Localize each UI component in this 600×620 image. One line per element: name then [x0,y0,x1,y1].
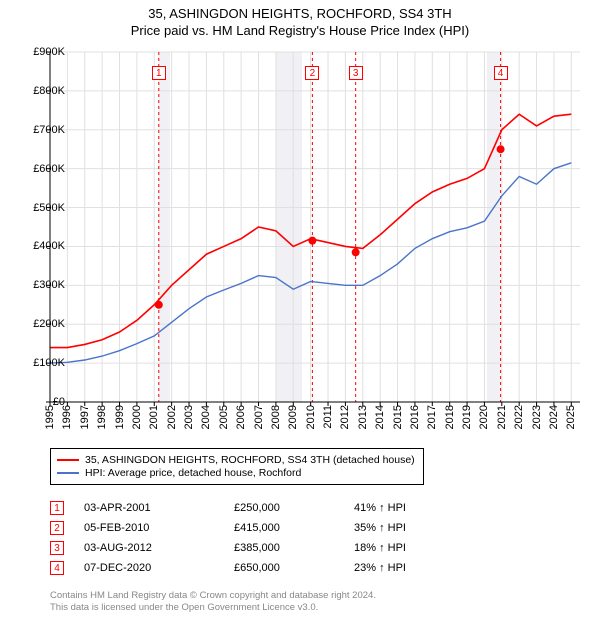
legend-label: 35, ASHINGDON HEIGHTS, ROCHFORD, SS4 3TH… [85,454,415,466]
transaction-marker: 2 [50,521,64,535]
x-axis-label: 1995 [44,405,56,429]
transaction-diff: 35% ↑ HPI [354,522,474,534]
transaction-marker: 3 [50,541,64,555]
x-axis-label: 2013 [357,405,369,429]
x-axis-label: 2007 [253,405,265,429]
x-axis-label: 2010 [305,405,317,429]
x-axis-label: 2002 [166,405,178,429]
x-axis-label: 1998 [96,405,108,429]
x-axis-label: 2016 [409,405,421,429]
transaction-marker: 4 [50,561,64,575]
x-axis-label: 2021 [496,405,508,429]
y-axis-label: £800K [15,85,65,97]
x-axis-label: 2017 [426,405,438,429]
legend-item: HPI: Average price, detached house, Roch… [57,467,415,479]
x-axis-label: 2023 [531,405,543,429]
x-axis-label: 2014 [374,405,386,429]
chart-title: 35, ASHINGDON HEIGHTS, ROCHFORD, SS4 3TH… [0,0,600,40]
transaction-diff: 41% ↑ HPI [354,502,474,514]
chart-container: 35, ASHINGDON HEIGHTS, ROCHFORD, SS4 3TH… [0,0,600,620]
transaction-diff: 23% ↑ HPI [354,562,474,574]
transaction-row: 3 03-AUG-2012£385,00018% ↑ HPI [50,538,474,558]
transactions-table: 1 03-APR-2001£250,00041% ↑ HPI 2 05-FEB-201… [50,498,474,578]
legend-swatch [57,472,79,474]
legend-item: 35, ASHINGDON HEIGHTS, ROCHFORD, SS4 3TH… [57,454,415,466]
y-axis-label: £700K [15,124,65,136]
legend: 35, ASHINGDON HEIGHTS, ROCHFORD, SS4 3TH… [50,448,424,485]
y-axis-label: £100K [15,357,65,369]
transaction-price: £650,000 [234,562,354,574]
x-axis-label: 2006 [235,405,247,429]
x-axis-label: 2020 [478,405,490,429]
x-axis-label: 2012 [339,405,351,429]
x-axis-label: 2022 [513,405,525,429]
y-axis-label: £0 [15,396,65,408]
x-axis-label: 2025 [565,405,577,429]
y-axis-label: £300K [15,279,65,291]
x-axis-label: 1997 [79,405,91,429]
transaction-row: 4 07-DEC-2020£650,00023% ↑ HPI [50,558,474,578]
footer: Contains HM Land Registry data © Crown c… [50,590,376,614]
transaction-date: 05-FEB-2010 [84,522,234,534]
legend-label: HPI: Average price, detached house, Roch… [85,467,301,479]
transaction-diff: 18% ↑ HPI [354,542,474,554]
transaction-date: 07-DEC-2020 [84,562,234,574]
y-axis-label: £900K [15,46,65,58]
x-axis-label: 2024 [548,405,560,429]
y-axis-label: £400K [15,240,65,252]
x-axis-label: 2005 [218,405,230,429]
transaction-marker: 1 [50,501,64,515]
y-axis-label: £200K [15,318,65,330]
footer-line-2: This data is licensed under the Open Gov… [50,602,376,614]
transaction-date: 03-AUG-2012 [84,542,234,554]
chart-svg [50,52,580,402]
transaction-callout: 4 [494,66,508,80]
x-axis-label: 1999 [114,405,126,429]
x-axis-label: 2003 [183,405,195,429]
x-axis-label: 2015 [392,405,404,429]
x-axis-label: 2019 [461,405,473,429]
transaction-row: 1 03-APR-2001£250,00041% ↑ HPI [50,498,474,518]
x-axis-label: 2001 [148,405,160,429]
transaction-price: £385,000 [234,542,354,554]
y-axis-label: £500K [15,202,65,214]
footer-line-1: Contains HM Land Registry data © Crown c… [50,590,376,602]
transaction-price: £415,000 [234,522,354,534]
transaction-callout: 2 [305,66,319,80]
x-axis-label: 2000 [131,405,143,429]
x-axis-label: 2011 [322,405,334,429]
x-axis-label: 2004 [200,405,212,429]
x-axis-label: 2009 [287,405,299,429]
transaction-callout: 3 [349,66,363,80]
title-line-2: Price paid vs. HM Land Registry's House … [0,23,600,40]
x-axis-label: 1996 [61,405,73,429]
x-axis-label: 2018 [444,405,456,429]
transaction-date: 03-APR-2001 [84,502,234,514]
legend-swatch [57,459,79,461]
transaction-callout: 1 [152,66,166,80]
transaction-price: £250,000 [234,502,354,514]
transaction-row: 2 05-FEB-2010£415,00035% ↑ HPI [50,518,474,538]
chart-area [50,52,580,402]
title-line-1: 35, ASHINGDON HEIGHTS, ROCHFORD, SS4 3TH [0,6,600,23]
y-axis-label: £600K [15,163,65,175]
x-axis-label: 2008 [270,405,282,429]
